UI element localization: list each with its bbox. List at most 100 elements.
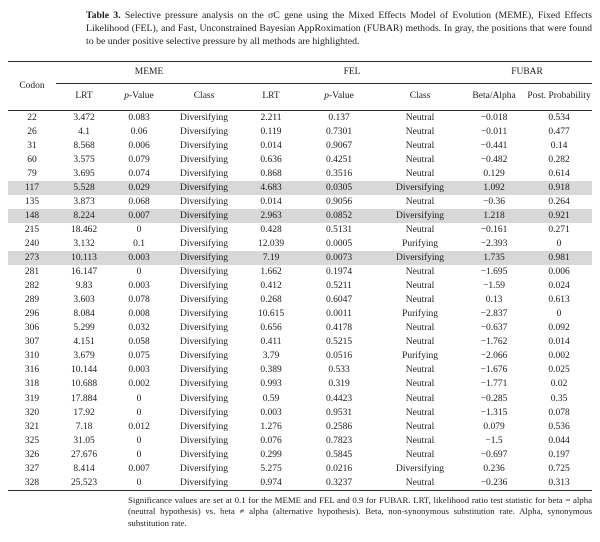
cell-post-prob: 0.025: [548, 365, 570, 376]
cell-post-prob: 0.282: [548, 154, 570, 165]
cell-beta-alpha: −0.697: [480, 449, 508, 460]
cell-beta-alpha: −2.393: [480, 239, 508, 249]
cell-fel-class: Neutral: [405, 449, 435, 460]
table-caption: Table 3. Selective pressure analysis on …: [86, 9, 592, 49]
cell-meme-class: Diversifying: [180, 224, 229, 235]
cell-fel-p: 0.5215: [325, 337, 353, 348]
table-row: 289 3.603 0.078 Diversifying 0.268 0.6047 Neut…: [8, 293, 592, 307]
cell-meme-p: 0: [136, 224, 142, 235]
column-header-meme-lrt: LRT: [56, 83, 112, 111]
cell-post-prob: 0.006: [548, 267, 570, 278]
cell-fel-lrt: 0.656: [260, 323, 282, 334]
cell-meme-lrt: 27.676: [70, 449, 98, 460]
cell-meme-p: 0.068: [128, 196, 150, 207]
cell-codon: 22: [27, 112, 37, 123]
cell-meme-lrt: 3.679: [73, 351, 95, 362]
cell-codon: 325: [24, 435, 40, 446]
table-row: 215 18.462 0 Diversifying 0.428 0.5131 Neutral…: [8, 223, 592, 237]
cell-meme-p: 0: [136, 477, 142, 488]
cell-meme-p: 0.1: [133, 239, 145, 249]
cell-meme-class: Diversifying: [180, 210, 229, 221]
table-row: 26 4.1 0.06 Diversifying 0.119 0.7301 Neutral −…: [8, 125, 592, 139]
table-row: 117 5.528 0.029 Diversifying 4.683 0.0305 Dive…: [8, 180, 593, 195]
cell-meme-p: 0: [136, 435, 142, 446]
cell-meme-p: 0.002: [128, 379, 150, 390]
cell-fel-lrt: 2.963: [260, 210, 282, 221]
table-row: 326 27.676 0 Diversifying 0.299 0.5845 Neutral…: [8, 448, 592, 462]
cell-meme-class: Diversifying: [180, 182, 229, 193]
column-header-beta-alpha: Beta/Alpha: [462, 83, 527, 111]
cell-fel-lrt: 7.19: [262, 253, 280, 264]
cell-post-prob: 0.044: [548, 435, 570, 446]
cell-beta-alpha: 1.218: [483, 210, 505, 221]
table-footnote: Significance values are set at 0.1 for t…: [128, 494, 592, 528]
cell-meme-lrt: 5.299: [73, 323, 95, 334]
cell-codon: 307: [24, 337, 40, 348]
group-header-meme: MEME: [56, 61, 243, 84]
cell-post-prob: 0.14: [550, 140, 568, 151]
cell-fel-lrt: 10.615: [257, 309, 285, 320]
cell-meme-lrt: 3.472: [73, 112, 95, 123]
table-row: 282 9.83 0.003 Diversifying 0.412 0.5211 Neutr…: [8, 279, 592, 293]
cell-meme-lrt: 8.084: [73, 309, 95, 320]
cell-beta-alpha: −1.676: [480, 365, 508, 376]
cell-fel-p: 0.533: [328, 365, 350, 376]
cell-fel-p: 0.0305: [325, 182, 353, 193]
cell-meme-lrt: 25.523: [70, 477, 98, 488]
p-rest: -Value: [329, 91, 354, 102]
cell-fel-class: Neutral: [405, 224, 435, 235]
cell-meme-lrt: 3.873: [73, 196, 95, 207]
cell-fel-class: Neutral: [405, 126, 435, 137]
cell-fel-lrt: 2.211: [260, 112, 282, 123]
cell-fel-p: 0.4178: [325, 323, 353, 334]
group-header-fubar: FUBAR: [462, 61, 593, 84]
cell-codon: 320: [24, 407, 40, 418]
cell-post-prob: 0.014: [548, 337, 570, 348]
cell-post-prob: 0: [556, 239, 562, 249]
column-header-meme-pvalue: p-Value: [112, 83, 166, 111]
cell-beta-alpha: 1.092: [483, 182, 505, 193]
cell-meme-p: 0.012: [128, 421, 150, 432]
cell-meme-class: Diversifying: [180, 112, 229, 123]
cell-fel-p: 0.3237: [325, 477, 353, 488]
cell-meme-p: 0.006: [128, 140, 150, 151]
cell-fel-class: Neutral: [405, 393, 435, 404]
column-header-fel-pvalue: p-Value: [300, 83, 379, 111]
table-row: 281 16.147 0 Diversifying 1.662 0.1974 Neutral…: [8, 265, 592, 279]
cell-post-prob: 0.092: [548, 323, 570, 334]
cell-fel-p: 0.0516: [325, 351, 353, 362]
cell-post-prob: 0.024: [548, 281, 570, 292]
cell-post-prob: 0.614: [548, 168, 570, 179]
cell-fel-p: 0.6047: [325, 295, 353, 306]
cell-beta-alpha: −2.837: [480, 309, 508, 320]
group-header-row: Codon MEME FEL FUBAR: [8, 61, 593, 111]
column-header-codon: Codon: [8, 61, 56, 111]
cell-meme-class: Diversifying: [180, 140, 229, 151]
table-row: 328 25.523 0 Diversifying 0.974 0.3237 Neutral…: [8, 476, 592, 491]
table-row: 318 10.688 0.002 Diversifying 0.993 0.319 Neut…: [8, 377, 592, 391]
cell-codon: 328: [24, 477, 40, 488]
cell-beta-alpha: −1.771: [480, 379, 508, 390]
cell-fel-class: Neutral: [405, 407, 435, 418]
cell-codon: 240: [24, 239, 40, 249]
cell-fel-class: Neutral: [405, 337, 435, 348]
cell-codon: 31: [27, 140, 37, 151]
cell-beta-alpha: −1.315: [480, 407, 508, 418]
cell-fel-lrt: 0.299: [260, 449, 282, 460]
table-row: 307 4.151 0.058 Diversifying 0.411 0.5215 Neut…: [8, 335, 592, 349]
cell-meme-p: 0.079: [128, 154, 150, 165]
cell-fel-lrt: 0.003: [260, 407, 282, 418]
cell-meme-lrt: 10.688: [70, 379, 98, 390]
cell-meme-lrt: 8.414: [73, 463, 95, 474]
cell-fel-class: Neutral: [405, 168, 435, 179]
cell-codon: 310: [24, 351, 40, 362]
table-row: 273 10.113 0.003 Diversifying 7.19 0.0073 Dive…: [8, 251, 593, 266]
p-italic: p: [124, 91, 129, 102]
cell-fel-class: Neutral: [405, 323, 435, 334]
table-row: 296 8.084 0.008 Diversifying 10.615 0.0011 Pur…: [8, 307, 592, 321]
cell-fel-p: 0.9067: [325, 140, 353, 151]
table-row: 148 8.224 0.007 Diversifying 2.963 0.0852 Dive…: [8, 208, 593, 223]
cell-codon: 296: [24, 309, 40, 320]
cell-meme-p: 0.075: [128, 351, 150, 362]
cell-meme-p: 0.007: [128, 463, 150, 474]
